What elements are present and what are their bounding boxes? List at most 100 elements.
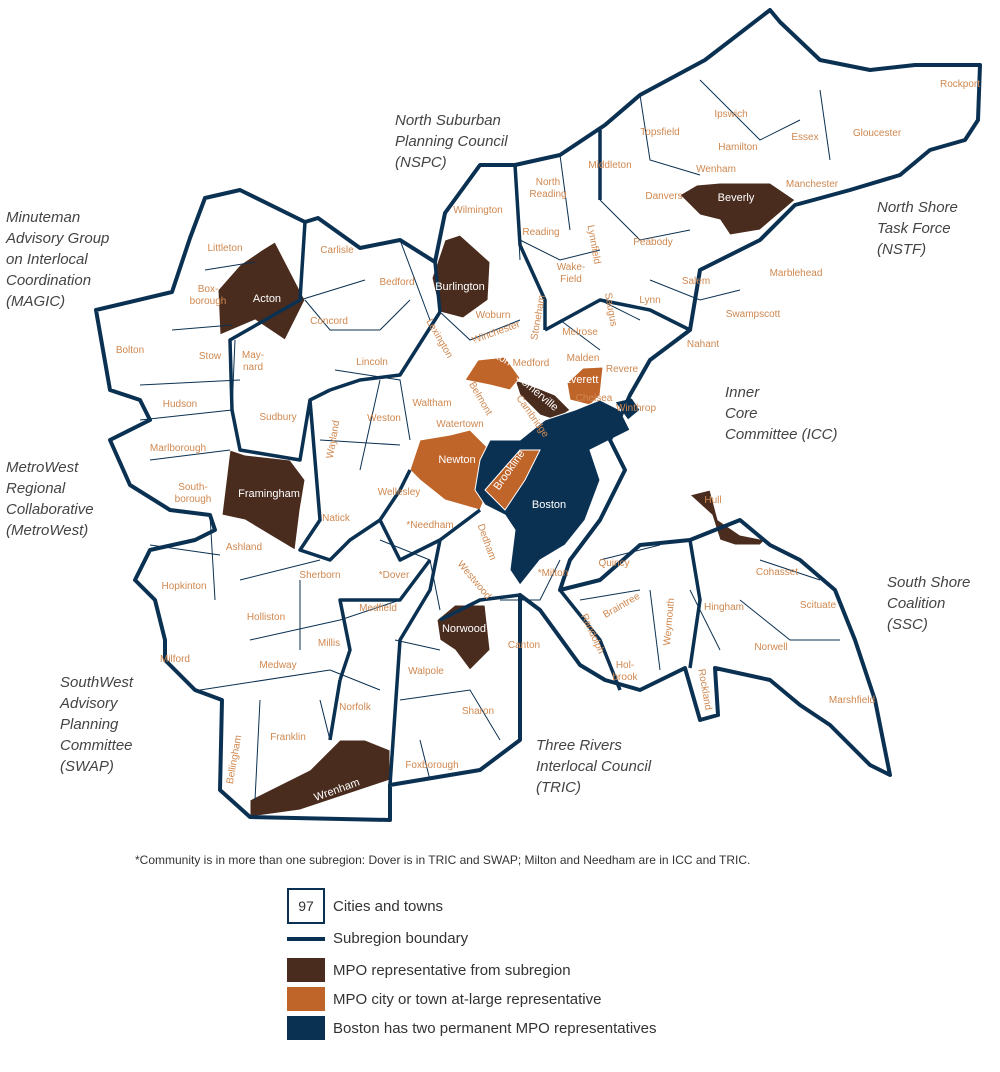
town-label: Lynn	[639, 295, 660, 306]
town-label: Wake-Field	[557, 262, 586, 285]
subregion-label: North Suburban Planning Council (NSPC)	[395, 112, 508, 171]
legend-label: Cities and towns	[333, 897, 444, 915]
brookline-fill	[484, 449, 541, 511]
legend-boundary: Subregion boundary	[287, 930, 468, 947]
town-label: Ashland	[226, 542, 262, 553]
mpo-subregion-map: Ipswich Rockport Topsfield Hamilton Essex Glo…	[5, 8, 982, 822]
town-boundary	[379, 539, 431, 561]
town-label: Burlington	[435, 281, 485, 293]
town-label: Stow	[199, 351, 222, 362]
town-label: Essex	[791, 132, 818, 143]
town-boundary	[319, 699, 331, 741]
town-boundary	[599, 199, 691, 241]
town-label: South-borough	[175, 482, 212, 505]
subregion-boundary	[558, 588, 622, 691]
burlington-fill	[431, 234, 491, 319]
subregion-boundary	[328, 679, 342, 741]
town-label: Canton	[508, 640, 540, 651]
town-boundary	[399, 239, 431, 321]
legend-label: Boston has two permanent MPO representat…	[333, 1019, 657, 1037]
footnote: *Community is in more than one subregion…	[135, 853, 751, 867]
town-boundary	[559, 154, 571, 231]
subregion-label: Inner Core Committee (ICC)	[725, 384, 838, 443]
legend-at-large: MPO city or town at-large representative	[287, 987, 601, 1011]
town-boundary	[239, 559, 321, 581]
town-boundary	[739, 599, 840, 641]
wrentham-fill	[249, 739, 391, 818]
town-label: Hull	[704, 495, 721, 506]
town-label: Malden	[567, 353, 600, 364]
legend-subregion-rep: MPO representative from subregion	[287, 958, 571, 982]
town-label: Wenham	[696, 164, 736, 175]
framingham-fill	[221, 449, 306, 551]
town-label: Nahant	[687, 339, 719, 350]
legend-swatch	[287, 987, 325, 1011]
town-label: Marlborough	[150, 443, 206, 454]
subregion-label: MetroWest Regional Collaborative (MetroWest…	[6, 459, 94, 539]
town-label: Marshfield	[829, 695, 875, 706]
subregion-boundary	[688, 539, 702, 669]
town-boundary	[171, 324, 233, 331]
town-boundary	[579, 589, 641, 601]
town-label: Bolton	[116, 345, 144, 356]
town-boundary	[689, 589, 721, 651]
subregion-labels: North Suburban Planning Council (NSPC) Minu…	[5, 112, 970, 796]
town-label: Wilmington	[453, 205, 502, 216]
town-label: Sharon	[462, 706, 494, 717]
subregion-boundary	[398, 469, 412, 491]
boundaries	[94, 8, 982, 822]
town-label: Rockport	[940, 79, 980, 90]
subregion-boundary	[378, 508, 482, 562]
town-boundary	[339, 599, 401, 621]
legend-label: Subregion boundary	[333, 930, 469, 947]
region-boundary	[94, 8, 982, 822]
town-boundary	[299, 279, 366, 301]
town-boundary	[209, 514, 216, 601]
subregion-label: Three Rivers Interlocal Council (TRIC)	[536, 737, 652, 796]
subregion-boundary	[338, 558, 432, 681]
boston-fill	[474, 399, 631, 586]
town-label: Wellesley	[378, 487, 421, 498]
town-boundary	[304, 299, 380, 331]
town-label: Sudbury	[259, 412, 296, 423]
town-boundary	[649, 279, 741, 301]
town-boundary	[519, 239, 601, 261]
town-label: Millis	[318, 638, 340, 649]
town-label: Hol-brook	[612, 660, 638, 683]
town-label: Woburn	[476, 310, 511, 321]
legend-label: MPO city or town at-large representative	[333, 990, 602, 1008]
town-label: Middleton	[588, 160, 631, 171]
town-label: Manchester	[786, 179, 839, 190]
town-label: Ipswich	[714, 109, 747, 120]
town-fills	[96, 10, 980, 820]
subregion-boundary	[388, 539, 442, 786]
town-label: Littleton	[207, 243, 242, 254]
town-boundary	[204, 261, 256, 271]
subregion-boundary	[544, 298, 691, 332]
town-boundary	[319, 439, 401, 446]
town-label: Gloucester	[853, 128, 902, 139]
legend-boston: Boston has two permanent MPO representat…	[287, 1016, 657, 1040]
legend-label: MPO representative from subregion	[333, 961, 571, 979]
town-label: North Reading	[529, 177, 566, 200]
town-label: Boston	[532, 499, 566, 511]
town-label: Waltham	[412, 398, 451, 409]
town-boundary	[139, 409, 233, 421]
town-boundary	[139, 379, 241, 386]
subregion-label: SouthWest Advisory Planning Committee (SWAP)	[59, 674, 134, 775]
town-label: Quincy	[598, 558, 629, 569]
town-label: Weston	[367, 413, 401, 424]
town-boundary	[399, 689, 501, 741]
town-label: Acton	[253, 293, 281, 305]
legend-swatch	[287, 958, 325, 982]
town-label: May-nard	[242, 350, 264, 373]
town-boundary	[199, 669, 331, 691]
subregion-label: Minuteman Advisory Group on Interlocal Coor…	[5, 209, 109, 310]
town-label: Hopkinton	[161, 581, 206, 592]
town-boundary	[334, 369, 411, 441]
subregion-boundary	[513, 164, 547, 330]
town-label: *Dover	[379, 570, 410, 581]
town-boundary	[500, 559, 561, 601]
subregion-label: North Shore Task Force (NSTF)	[877, 199, 958, 258]
town-boundary	[819, 89, 831, 161]
